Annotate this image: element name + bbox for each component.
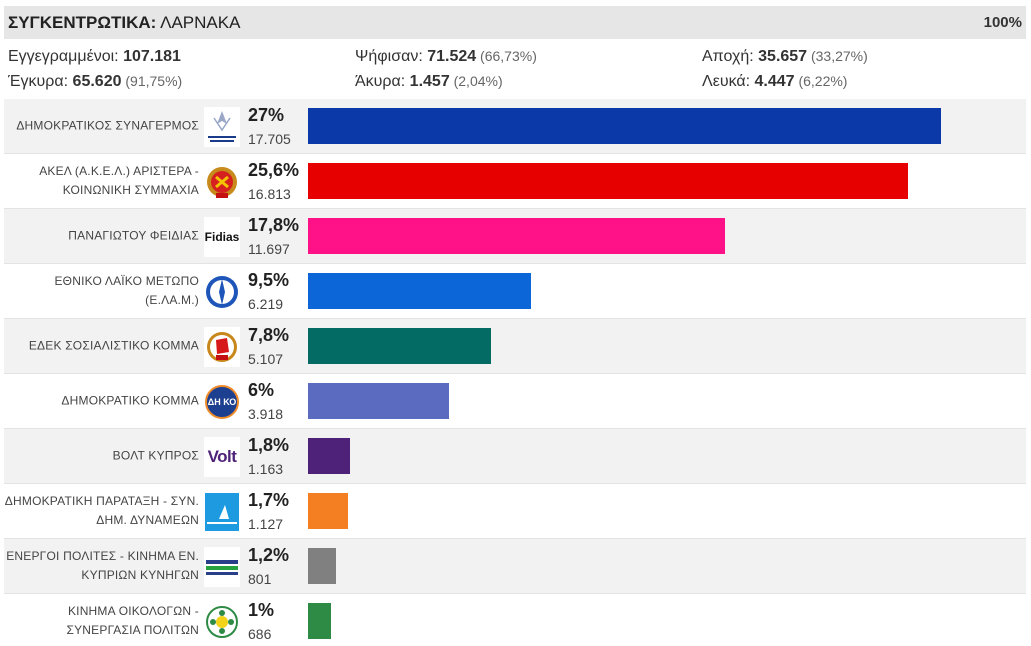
party-row: ΔΗΜΟΚΡΑΤΙΚΟ ΚΟΜΜΑ ΔΗ ΚΟ 6% 3.918	[4, 374, 1026, 429]
party-row: ΑΚΕΛ (Α.Κ.Ε.Λ.) ΑΡΙΣΤΕΡΑ - ΚΟΙΝΩΝΙΚΗ ΣΥΜ…	[4, 154, 1026, 209]
party-row: ΒΟΛΤ ΚΥΠΡΟΣ Volt 1,8% 1.163	[4, 429, 1026, 484]
party-row: ΔΗΜΟΚΡΑΤΙΚΗ ΠΑΡΑΤΑΞΗ - ΣΥΝ. ΔΗΜ. ΔΥΝΑΜΕΩ…	[4, 484, 1026, 539]
party-name: ΚΙΝΗΜΑ ΟΙΚΟΛΟΓΩΝ - ΣΥΝΕΡΓΑΣΙΑ ΠΟΛΙΤΩΝ	[66, 604, 199, 637]
volt-logo: Volt	[204, 437, 240, 477]
party-name: ΔΗΜΟΚΡΑΤΙΚΗ ΠΑΡΑΤΑΞΗ - ΣΥΝ. ΔΗΜ. ΔΥΝΑΜΕΩ…	[4, 494, 199, 527]
party-percent: 1%	[248, 600, 275, 620]
party-name: ΕΘΝΙΚΟ ΛΑΪΚΟ ΜΕΤΩΠΟ (Ε.ΛΑ.Μ.)	[54, 274, 199, 307]
diko-logo: ΔΗ ΚΟ	[204, 382, 240, 422]
dipa-logo	[204, 492, 240, 532]
party-votes: 6.219	[248, 296, 284, 312]
party-vote-bar	[308, 438, 350, 474]
party-percent: 1,2%	[248, 545, 290, 565]
counted-percent: 100%	[983, 14, 1022, 31]
page-title: ΣΥΓΚΕΝΤΡΩΤΙΚΑ: ΛΑΡΝΑΚΑ	[8, 13, 241, 32]
party-votes: 16.813	[248, 186, 291, 202]
party-votes: 801	[248, 571, 272, 587]
party-percent: 9,5%	[248, 270, 290, 290]
party-row: ΕΔΕΚ ΣΟΣΙΑΛΙΣΤΙΚΟ ΚΟΜΜΑ 7,8% 5.107	[4, 319, 1026, 374]
party-votes: 3.918	[248, 406, 284, 422]
party-vote-bar	[308, 548, 336, 584]
party-percent: 1,8%	[248, 435, 290, 455]
fidias-logo: Fidias	[204, 217, 240, 257]
party-votes: 17.705	[248, 131, 291, 147]
party-percent: 25,6%	[248, 160, 300, 180]
party-vote-bar	[308, 383, 449, 419]
party-vote-bar	[308, 108, 941, 144]
party-row: ΠΑΝΑΓΙΩΤΟΥ ΦΕΙΔΙΑΣ Fidias 17,8% 11.697	[4, 209, 1026, 264]
party-percent: 27%	[248, 105, 285, 125]
party-percent: 17,8%	[248, 215, 300, 235]
volt-logo-text: Volt	[207, 447, 237, 466]
party-name: ΕΔΕΚ ΣΟΣΙΑΛΙΣΤΙΚΟ ΚΟΜΜΑ	[28, 338, 199, 353]
party-name: ΒΟΛΤ ΚΥΠΡΟΣ	[112, 448, 199, 463]
party-row: ΕΘΝΙΚΟ ΛΑΪΚΟ ΜΕΤΩΠΟ (Ε.ΛΑ.Μ.) 9,5% 6.219	[4, 264, 1026, 319]
party-votes: 1.163	[248, 461, 284, 477]
registered-stat: Εγγεγραμμένοι: 107.181	[8, 48, 181, 65]
elam-logo	[204, 272, 240, 312]
party-votes: 5.107	[248, 351, 284, 367]
ecologists-logo	[204, 602, 240, 642]
party-votes: 11.697	[248, 241, 290, 257]
diko-logo-text: ΔΗ ΚΟ	[207, 397, 237, 407]
party-name: ΔΗΜΟΚΡΑΤΙΚΟΣ ΣΥΝΑΓΕΡΜΟΣ	[16, 118, 199, 133]
party-vote-bar	[308, 328, 491, 364]
valid-stat: Έγκυρα: 65.620 (91,75%)	[8, 73, 183, 90]
edek-logo	[204, 327, 240, 367]
party-row: ΔΗΜΟΚΡΑΤΙΚΟΣ ΣΥΝΑΓΕΡΜΟΣ 27% 17.705	[4, 99, 1026, 154]
party-row: ΚΙΝΗΜΑ ΟΙΚΟΛΟΓΩΝ - ΣΥΝΕΡΓΑΣΙΑ ΠΟΛΙΤΩΝ 1%…	[4, 594, 1026, 646]
party-row: ΕΝΕΡΓΟΙ ΠΟΛΙΤΕΣ - ΚΙΝΗΜΑ ΕΝ. ΚΥΠΡΙΩΝ ΚΥΝ…	[4, 539, 1026, 594]
party-votes: 1.127	[248, 516, 284, 532]
party-percent: 7,8%	[248, 325, 290, 345]
fidias-logo-text: Fidias	[204, 230, 240, 244]
party-name: ΑΚΕΛ (Α.Κ.Ε.Λ.) ΑΡΙΣΤΕΡΑ - ΚΟΙΝΩΝΙΚΗ ΣΥΜ…	[39, 164, 199, 197]
party-name: ΠΑΝΑΓΙΩΤΟΥ ΦΕΙΔΙΑΣ	[68, 228, 199, 243]
akel-logo	[204, 162, 240, 202]
party-results-list: ΔΗΜΟΚΡΑΤΙΚΟΣ ΣΥΝΑΓΕΡΜΟΣ 27% 17.705 ΑΚΕΛ …	[4, 99, 1026, 646]
party-vote-bar	[308, 603, 331, 639]
energoi-logo	[204, 547, 240, 587]
results-header: ΣΥΓΚΕΝΤΡΩΤΙΚΑ: ΛΑΡΝΑΚΑ 100%	[4, 6, 1026, 39]
party-vote-bar	[308, 273, 531, 309]
party-votes: 686	[248, 626, 272, 642]
party-vote-bar	[308, 218, 725, 254]
blank-stat: Λευκά: 4.447 (6,22%)	[702, 73, 848, 90]
party-vote-bar	[308, 493, 348, 529]
invalid-stat: Άκυρα: 1.457 (2,04%)	[355, 73, 503, 90]
party-percent: 1,7%	[248, 490, 290, 510]
disy-logo	[204, 107, 240, 147]
turnout-summary: Εγγεγραμμένοι: 107.181 Ψήφισαν: 71.524 (…	[4, 39, 1026, 99]
party-vote-bar	[308, 163, 908, 199]
party-name: ΕΝΕΡΓΟΙ ΠΟΛΙΤΕΣ - ΚΙΝΗΜΑ ΕΝ. ΚΥΠΡΙΩΝ ΚΥΝ…	[6, 549, 199, 582]
voted-stat: Ψήφισαν: 71.524 (66,73%)	[355, 48, 537, 65]
party-percent: 6%	[248, 380, 275, 400]
abstention-stat: Αποχή: 35.657 (33,27%)	[702, 48, 868, 65]
party-name: ΔΗΜΟΚΡΑΤΙΚΟ ΚΟΜΜΑ	[61, 393, 199, 408]
